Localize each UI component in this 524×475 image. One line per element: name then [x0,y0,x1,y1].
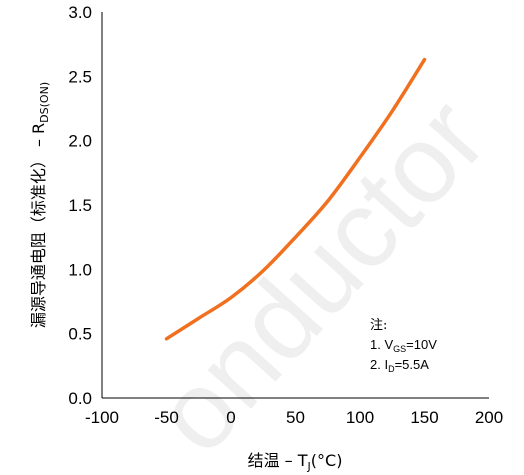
y-tick-labels: 0.0 0.5 1.0 1.5 2.0 2.5 3.0 [68,3,92,408]
annotation-title: 注: [370,318,387,333]
x-tick-label: 50 [286,408,305,427]
x-tick-label: 200 [475,408,503,427]
x-tick-label: -50 [154,408,179,427]
y-tick-label: 0.0 [68,389,92,408]
y-tick-label: 2.5 [68,67,92,86]
annotation: 注: 1. VGS=10V 2. ID=5.5A [370,318,437,374]
y-tick-label: 1.0 [68,260,92,279]
x-tick-labels: -100 -50 0 50 100 150 200 [85,408,503,427]
series-line [164,57,427,341]
x-tick-label: 150 [410,408,438,427]
annotation-line-1: 1. VGS=10V [370,337,437,354]
x-tick-label: 100 [346,408,374,427]
y-tick-label: 0.5 [68,325,92,344]
annotation-line-2: 2. ID=5.5A [370,357,429,374]
y-tick-label: 3.0 [68,3,92,22]
x-tick-label: -100 [85,408,119,427]
series-group [164,57,427,341]
watermark: onductor [131,76,509,475]
y-tick-label: 2.0 [68,132,92,151]
x-axis-title: 结温 – TJ(°C) [248,451,343,473]
y-axis-title: 漏源导通电阻（标准化） – RDS(ON) [29,82,51,328]
x-tick-label: 0 [226,408,235,427]
y-tick-label: 1.5 [68,196,92,215]
